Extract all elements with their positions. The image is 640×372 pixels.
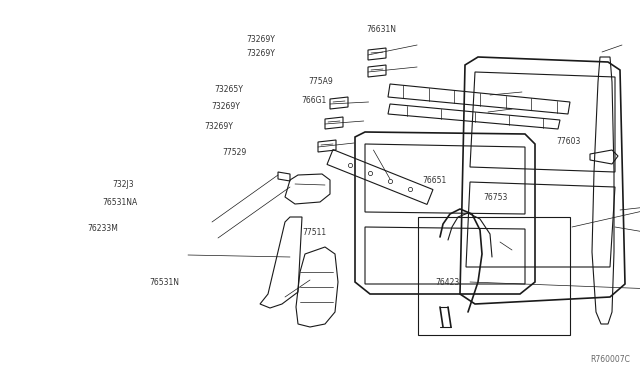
Text: 73269Y: 73269Y (211, 102, 240, 110)
Text: 73269Y: 73269Y (205, 122, 234, 131)
Text: 766G1: 766G1 (301, 96, 326, 105)
Text: 76531N: 76531N (149, 278, 179, 287)
Text: 76631N: 76631N (367, 25, 397, 34)
Text: 76233M: 76233M (88, 224, 118, 233)
Text: 76753: 76753 (483, 193, 508, 202)
Text: 775A9: 775A9 (308, 77, 333, 86)
Text: 76531NA: 76531NA (102, 198, 138, 207)
Text: 76423: 76423 (435, 278, 460, 287)
Text: 732J3: 732J3 (113, 180, 134, 189)
Text: 76651: 76651 (422, 176, 447, 185)
Text: 73269Y: 73269Y (246, 49, 275, 58)
Text: 77529: 77529 (222, 148, 246, 157)
Bar (418, 217, 570, 335)
Text: R760007C: R760007C (590, 355, 630, 364)
Text: 73265Y: 73265Y (214, 85, 243, 94)
Text: 77603: 77603 (557, 137, 581, 146)
Text: 73269Y: 73269Y (246, 35, 275, 44)
Text: 77511: 77511 (302, 228, 326, 237)
